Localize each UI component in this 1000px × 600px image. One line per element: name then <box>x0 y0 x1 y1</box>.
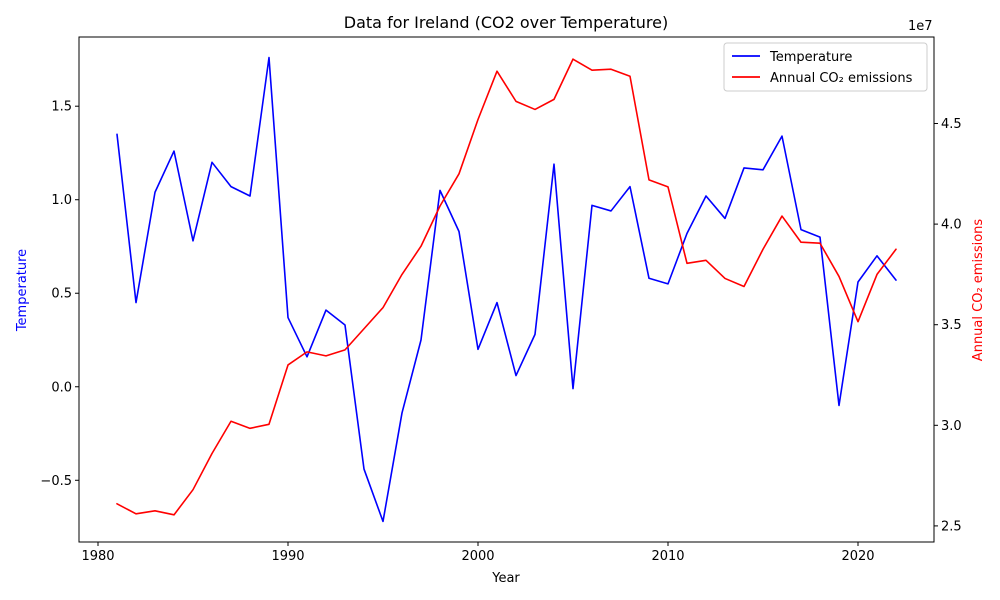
right-y-tick-label: 4.5 <box>941 117 962 132</box>
right-y-tick-label: 4.0 <box>941 218 962 233</box>
left-y-tick-label: 0.0 <box>51 380 72 395</box>
right-y-axis-title: Annual CO₂ emissions <box>971 219 986 362</box>
left-y-tick-label: 1.5 <box>51 100 72 115</box>
co2-emissions-series-line <box>116 58 897 516</box>
right-y-axis-ticks: 2.5 3.0 3.5 4.0 4.5 <box>934 117 962 534</box>
left-y-tick-label: 0.5 <box>51 287 72 302</box>
x-tick-label: 1980 <box>81 549 114 564</box>
chart-title: Data for Ireland (CO2 over Temperature) <box>344 13 668 32</box>
right-y-tick-label: 3.0 <box>941 419 962 434</box>
left-y-tick-label: −0.5 <box>40 474 72 489</box>
x-tick-label: 2020 <box>841 549 874 564</box>
left-y-axis-ticks: −0.5 0.0 0.5 1.0 1.5 <box>40 100 79 489</box>
right-axis-multiplier-label: 1e7 <box>908 19 933 34</box>
left-y-axis-title: Temperature <box>15 249 30 332</box>
right-y-tick-label: 2.5 <box>941 519 962 534</box>
x-axis-title: Year <box>491 571 520 586</box>
temperature-series-line <box>116 56 897 523</box>
series-layer <box>116 56 897 523</box>
legend: Temperature Annual CO₂ emissions <box>723 42 928 92</box>
left-y-tick-label: 1.0 <box>51 193 72 208</box>
legend-label-co2: Annual CO₂ emissions <box>770 71 913 86</box>
plot-frame <box>78 36 935 543</box>
legend-label-temperature: Temperature <box>769 50 852 65</box>
legend-box <box>723 42 928 92</box>
x-tick-label: 2000 <box>461 549 494 564</box>
x-axis-ticks: 1980 1990 2000 2010 2020 <box>81 542 875 564</box>
x-tick-label: 2010 <box>651 549 684 564</box>
right-y-tick-label: 3.5 <box>941 318 962 333</box>
x-tick-label: 1990 <box>271 549 304 564</box>
